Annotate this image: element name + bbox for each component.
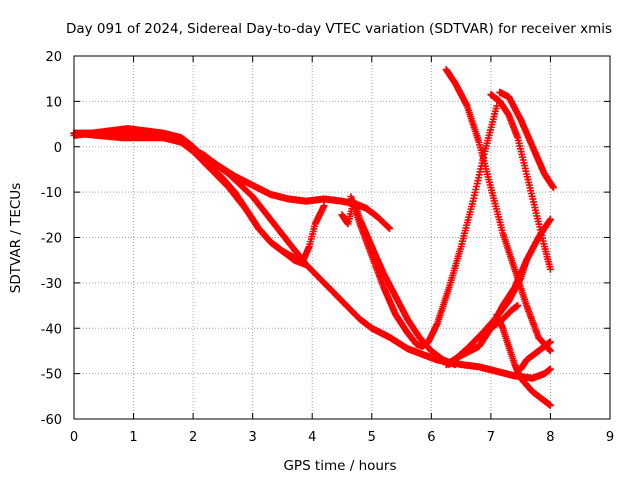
y-tick-label: -60 bbox=[41, 413, 62, 428]
x-tick-label: 1 bbox=[129, 430, 137, 445]
series-sat-g bbox=[442, 66, 554, 355]
chart-title: Day 091 of 2024, Sidereal Day-to-day VTE… bbox=[66, 21, 612, 37]
y-tick-label: -10 bbox=[41, 186, 62, 201]
series-sat-m bbox=[496, 88, 557, 192]
axis-ticks: 0 1 2 3 4 5 6 7 8 9 20 10 0 -10 -20 -30 -40 -50 -60 bbox=[41, 50, 614, 445]
y-tick-label: 0 bbox=[54, 141, 62, 156]
x-tick-label: 4 bbox=[308, 430, 316, 445]
y-tick-label: 10 bbox=[45, 95, 62, 110]
series-sat-k bbox=[493, 311, 554, 409]
y-tick-label: 20 bbox=[45, 50, 62, 65]
y-tick-label: -20 bbox=[41, 232, 62, 247]
series-sat-f bbox=[347, 102, 501, 350]
series-sat-i bbox=[487, 91, 554, 273]
x-tick-label: 0 bbox=[70, 430, 78, 445]
x-tick-label: 8 bbox=[546, 430, 554, 445]
series-sat-l bbox=[475, 302, 522, 341]
x-tick-label: 3 bbox=[249, 430, 257, 445]
y-tick-label: -40 bbox=[41, 322, 62, 337]
x-tick-label: 7 bbox=[487, 430, 495, 445]
x-tick-label: 2 bbox=[189, 430, 197, 445]
y-tick-label: -30 bbox=[41, 277, 62, 292]
series-sat-n bbox=[517, 338, 554, 373]
x-tick-label: 5 bbox=[368, 430, 376, 445]
y-tick-label: -50 bbox=[41, 368, 62, 383]
x-tick-label: 9 bbox=[606, 430, 614, 445]
series-sat-d bbox=[177, 138, 554, 382]
x-tick-label: 6 bbox=[427, 430, 435, 445]
x-axis-title: GPS time / hours bbox=[283, 458, 396, 474]
y-axis-title: SDTVAR / TECUs bbox=[8, 183, 24, 293]
